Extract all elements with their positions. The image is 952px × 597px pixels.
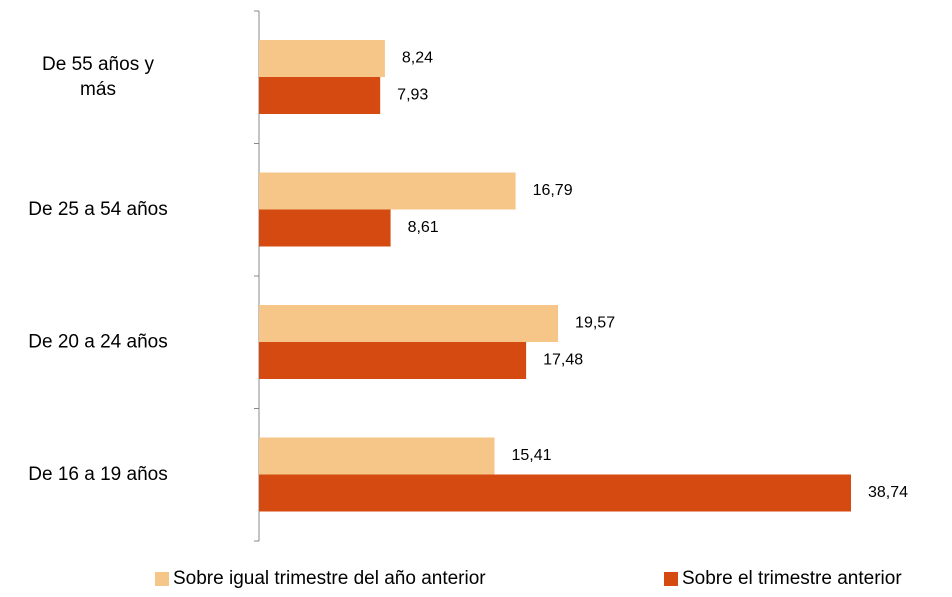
category-label-line: más (80, 79, 116, 100)
category-label-line: De 20 a 24 años (28, 331, 167, 352)
legend-swatch-series-2 (664, 572, 678, 586)
data-label-series-1: 15,41 (511, 447, 551, 464)
legend-item-series-1: Sobre igual trimestre del año anterior (155, 566, 486, 592)
bar-series-1 (259, 172, 516, 210)
chart-legend: Sobre igual trimestre del año anterior S… (0, 566, 952, 592)
data-label-series-1: 19,57 (575, 315, 615, 332)
category-label-line: De 25 a 54 años (28, 199, 167, 220)
labels-layer: De 55 años y más De 25 a 54 años De 20 a 24… (28, 50, 908, 502)
data-label-series-2: 8,61 (408, 219, 439, 236)
legend-label-series-2: Sobre el trimestre anterior (682, 568, 902, 589)
category-label: De 20 a 24 años (28, 331, 167, 352)
bar-series-1 (259, 437, 495, 475)
category-label: De 16 a 19 años (28, 464, 167, 485)
category-label: De 25 a 54 años (28, 199, 167, 220)
category-label-line: De 55 años y (42, 54, 154, 75)
bar-series-1 (259, 40, 385, 77)
category-label-line: De 16 a 19 años (28, 464, 167, 485)
data-label-series-1: 16,79 (533, 182, 573, 199)
bar-series-1 (259, 305, 559, 342)
data-label-series-2: 17,48 (543, 352, 583, 369)
bar-series-2 (259, 342, 527, 379)
bar-series-2 (259, 209, 391, 247)
bar-series-2 (259, 77, 381, 114)
category-label: De 55 años y más (42, 54, 154, 100)
data-label-series-2: 7,93 (397, 87, 428, 104)
data-label-series-1: 8,24 (402, 50, 433, 67)
legend-swatch-series-1 (155, 572, 169, 586)
data-label-series-2: 38,74 (868, 484, 908, 501)
bars-layer (259, 40, 851, 512)
legend-item-series-2: Sobre el trimestre anterior (664, 566, 902, 592)
legend-label-series-1: Sobre igual trimestre del año anterior (173, 568, 486, 589)
bar-chart: De 55 años y más De 25 a 54 años De 20 a 24… (28, 10, 908, 542)
bar-series-2 (259, 474, 851, 512)
axis-layer (254, 10, 260, 542)
